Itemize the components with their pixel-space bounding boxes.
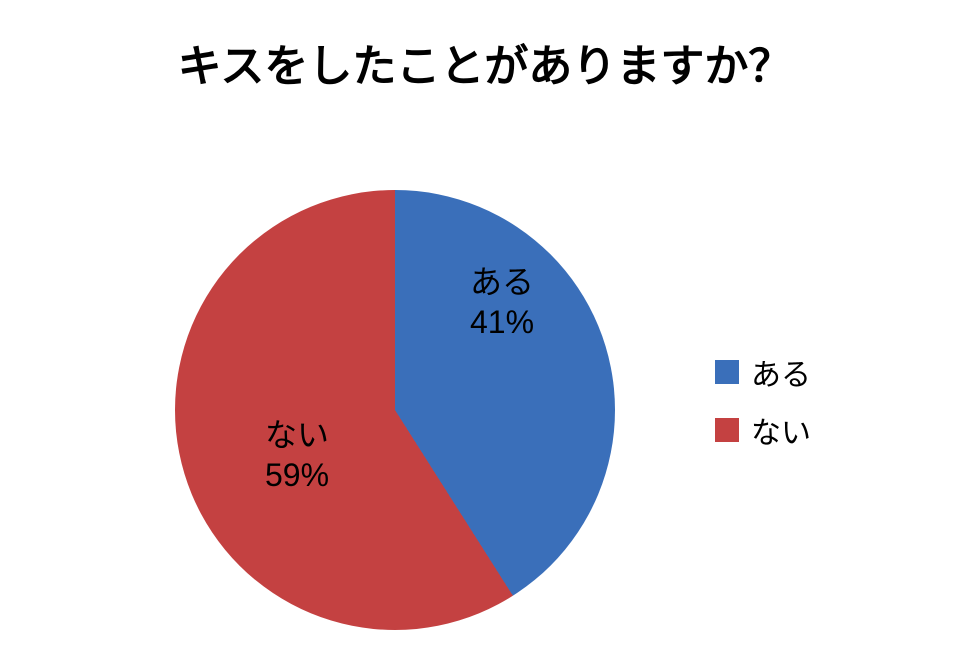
- slice-label-1: ない 59%: [265, 415, 329, 495]
- legend: ある ない: [715, 350, 811, 466]
- slice-name-1: ない: [265, 415, 329, 455]
- legend-swatch-1: [715, 418, 739, 442]
- legend-swatch-0: [715, 360, 739, 384]
- legend-label-0: ある: [751, 350, 811, 394]
- slice-name-0: ある: [470, 262, 534, 302]
- slice-value-0: 41%: [470, 302, 534, 342]
- slice-label-0: ある 41%: [470, 262, 534, 342]
- chart-container: キスをしたことがありますか？ ある 41% ない 59% ある ない: [0, 0, 970, 665]
- legend-item-0: ある: [715, 350, 811, 394]
- legend-item-1: ない: [715, 408, 811, 452]
- pie-graphic: [175, 190, 615, 630]
- slice-value-1: 59%: [265, 455, 329, 495]
- chart-title: キスをしたことがありますか？: [0, 30, 970, 94]
- legend-label-1: ない: [751, 408, 811, 452]
